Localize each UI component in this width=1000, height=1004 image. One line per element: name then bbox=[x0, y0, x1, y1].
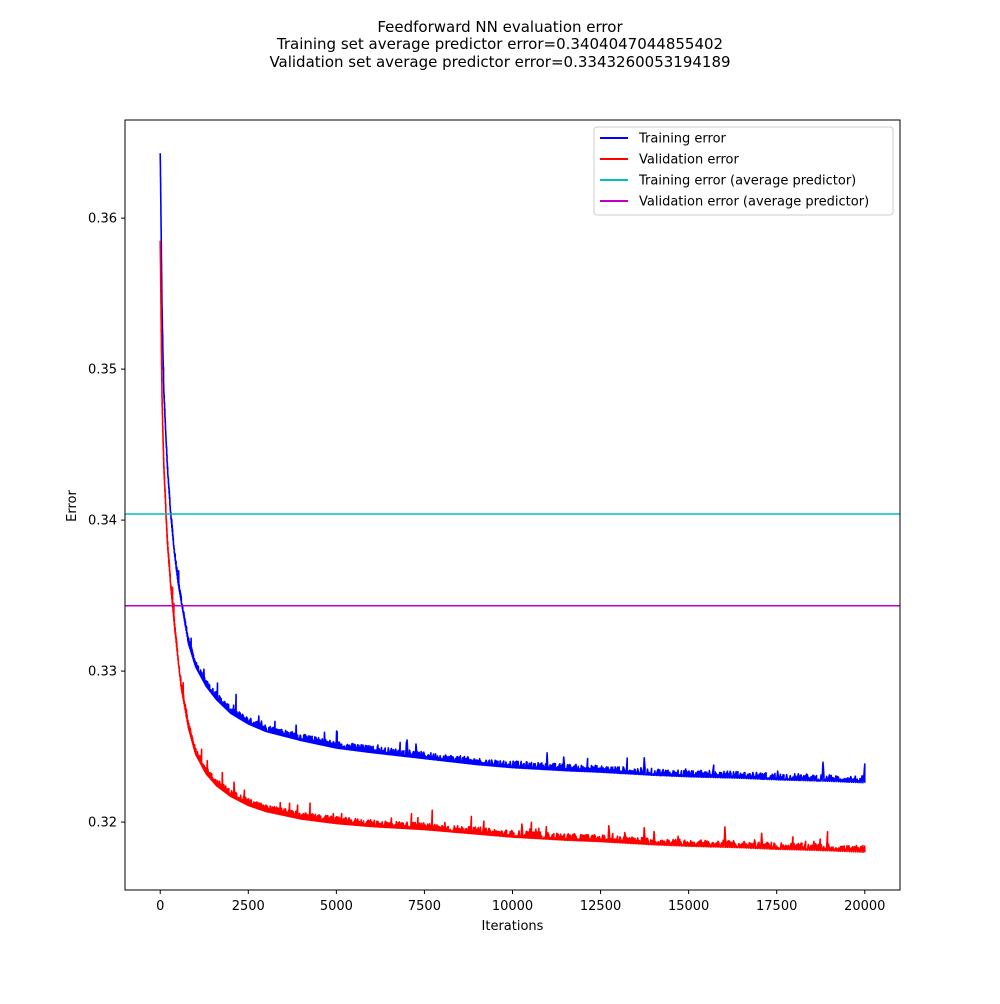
legend-box bbox=[593, 126, 894, 216]
y-axis-label: Error bbox=[65, 490, 80, 522]
series-line-2 bbox=[159, 240, 866, 853]
x-tick-label: 10000 bbox=[492, 899, 533, 914]
y-tick-label: 0.32 bbox=[88, 816, 117, 831]
y-tick-label: 0.36 bbox=[88, 212, 117, 227]
x-tick-label: 20000 bbox=[844, 899, 885, 914]
x-tick-label: 17500 bbox=[756, 899, 797, 914]
x-tick-label: 2500 bbox=[232, 899, 265, 914]
y-tick-label: 0.35 bbox=[88, 363, 117, 378]
y-tick-label: 0.33 bbox=[88, 665, 117, 680]
chart-subtitle-validation: Validation set average predictor error=0… bbox=[269, 53, 730, 71]
x-tick-label: 7500 bbox=[408, 899, 441, 914]
legend-label: Validation error (average predictor) bbox=[639, 195, 869, 210]
x-tick-label: 15000 bbox=[668, 899, 709, 914]
legend-label: Training error (average predictor) bbox=[638, 174, 856, 189]
legend: Training error Validation error Training e… bbox=[593, 126, 894, 216]
chart-subtitle-training: Training set average predictor error=0.3… bbox=[276, 35, 723, 53]
x-axis-label: Iterations bbox=[482, 919, 544, 934]
axes: 0 2500 5000 7500 10000 12500 15000 17500 20000 0.… bbox=[88, 119, 901, 914]
legend-label: Training error bbox=[638, 132, 727, 147]
legend-label: Validation error bbox=[639, 153, 739, 168]
x-tick-label: 5000 bbox=[320, 899, 353, 914]
chart-title: Feedforward NN evaluation error bbox=[377, 18, 623, 36]
x-tick-label: 12500 bbox=[580, 899, 621, 914]
plot-area bbox=[125, 153, 900, 853]
x-tick-label: 0 bbox=[156, 899, 164, 914]
series-line-1 bbox=[159, 153, 866, 784]
y-tick-label: 0.34 bbox=[88, 514, 117, 529]
